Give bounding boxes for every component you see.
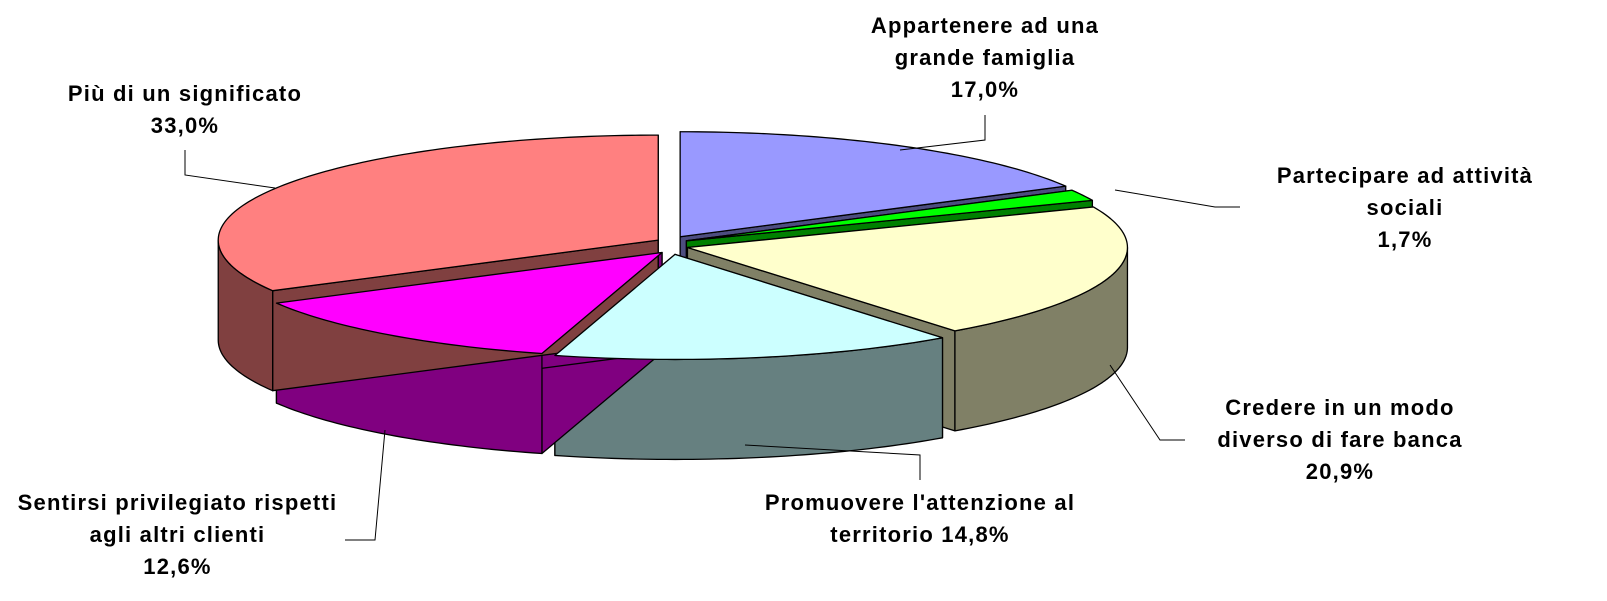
slice-label: Credere in un modo diverso di fare banca… [1180,392,1500,488]
value-label: 20,9% [1305,459,1375,484]
tops [217,131,1129,361]
value-label: 33,0% [150,113,220,138]
category: Sentirsi privilegiato rispetti agli altr… [17,490,338,547]
slice-top [686,206,1129,332]
slice-top [275,251,663,355]
category: Promuovere l'attenzione al territorio [764,490,1076,547]
leader-line [345,429,386,541]
leader-line [184,150,276,189]
leader-line [1109,364,1185,441]
slice-top [685,189,1094,242]
slice-top [554,253,944,361]
value-label: 1,7% [1377,227,1433,252]
value-label: 14,8% [941,522,1010,547]
value-label: 17,0% [950,77,1020,102]
leader-line [899,115,986,151]
category: Credere in un modo diverso di fare banca [1217,395,1463,452]
slice-label: Partecipare ad attività sociali 1,7% [1235,160,1575,256]
leader-line [744,444,921,480]
category: Partecipare ad attività sociali [1276,163,1534,220]
category: Più di un significato [67,81,303,106]
slice-label: Promuovere l'attenzione al territorio 14… [735,487,1105,551]
slice-top [217,134,659,292]
leader-line [1114,189,1240,208]
slice-label: Più di un significato 33,0% [30,78,340,142]
slice-label: Sentirsi privilegiato rispetti agli altr… [5,487,350,583]
value-label: 12,6% [143,554,212,579]
category: Appartenere ad una grande famiglia [870,13,1100,70]
slice-label: Appartenere ad una grande famiglia 17,0% [830,10,1140,106]
slice-top [679,131,1067,238]
